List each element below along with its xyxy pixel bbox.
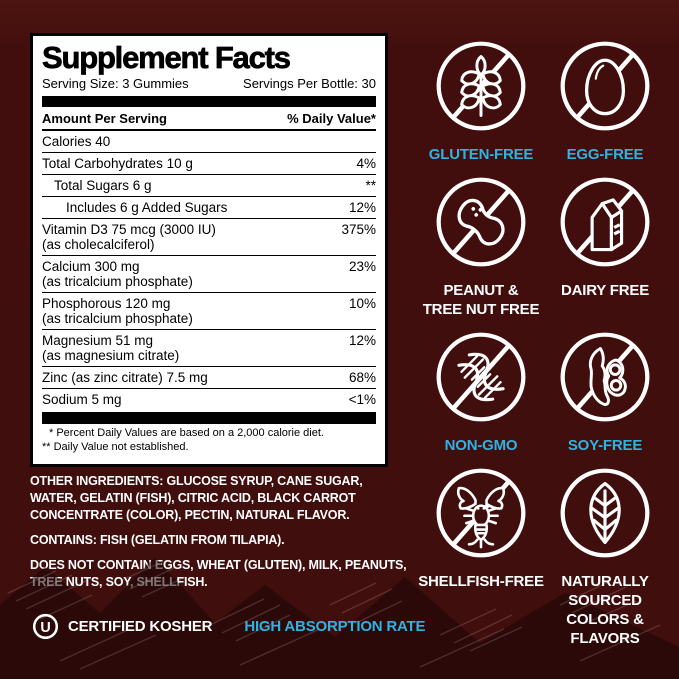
nutrient-row: Calories 40 (42, 131, 376, 152)
nutrient-name: Sodium 5 mg (42, 392, 122, 407)
svg-text:U: U (40, 620, 50, 636)
divider-thick-bar (42, 96, 376, 107)
nutrient-row: Total Carbohydrates 10 g 4% (42, 152, 376, 174)
soybean-icon (559, 331, 651, 428)
footnotes: * Percent Daily Values are based on a 2,… (42, 427, 376, 454)
badge-non-gmo: NON-GMO (435, 331, 527, 455)
nutrient-name: Phosphorous 120 mg (as tricalcium phospha… (42, 296, 341, 326)
nutrient-row: Vitamin D3 75 mcg (3000 IU) (as cholecalc… (42, 218, 376, 255)
ingredients-block: OTHER INGREDIENTS: GLUCOSE SYRUP, CANE S… (30, 473, 408, 599)
nutrient-daily-value: 12% (348, 333, 376, 348)
certified-kosher-label: CERTIFIED KOSHER (68, 618, 213, 635)
nutrient-row: Includes 6 g Added Sugars 12% (42, 196, 376, 218)
certifications-row: U CERTIFIED KOSHER HIGH ABSORPTION RATE (32, 613, 426, 640)
nutrient-daily-value: 4% (356, 156, 376, 171)
nutrient-row: Magnesium 51 mg (as magnesium citrate) 12% (42, 329, 376, 366)
amount-per-serving-header: Amount Per Serving (42, 111, 167, 126)
badge-naturally-sourced: NATURALLY SOURCED COLORS & FLAVORS (559, 467, 651, 648)
nutrient-daily-value: 10% (348, 296, 376, 311)
badge-gluten-free: GLUTEN-FREE (429, 40, 533, 164)
serving-size: Serving Size: 3 Gummies (42, 76, 189, 91)
divider-thick-bar (42, 412, 376, 424)
nutrient-name: Calories 40 (42, 134, 111, 149)
footnote-dv-not-established: ** Daily Value not established. (42, 440, 189, 453)
nutrient-daily-value: <1% (348, 392, 376, 407)
peanut-icon (435, 176, 527, 273)
milk-carton-icon (559, 176, 651, 273)
contains-text: CONTAINS: FISH (GELATIN FROM TILAPIA). (30, 533, 285, 547)
footnote-daily-values: * Percent Daily Values are based on a 2,… (49, 427, 324, 439)
nutrient-form: (as tricalcium phosphate) (42, 274, 193, 289)
nutrient-form: (as magnesium citrate) (42, 348, 180, 363)
badge-label-gluten-free: GLUTEN-FREE (428, 146, 534, 163)
nutrient-form: (as cholecalciferol) (42, 237, 155, 252)
nutrient-daily-value: 23% (348, 259, 376, 274)
nutrient-daily-value: 375% (341, 222, 376, 237)
nutrient-row: Sodium 5 mg <1% (42, 388, 376, 410)
nutrient-name: Total Sugars 6 g (54, 178, 152, 193)
badge-label-peanut-tree-nut-free: PEANUT & TREE NUT FREE (422, 282, 540, 318)
nutrient-row: Total Sugars 6 g ** (42, 174, 376, 196)
egg-icon (559, 40, 651, 137)
supplement-facts-panel: Supplement Facts Serving Size: 3 Gummies… (30, 33, 388, 467)
badge-egg-free: EGG-FREE (559, 40, 651, 164)
leaf-icon (559, 467, 651, 564)
high-absorption-label: HIGH ABSORPTION RATE (244, 618, 426, 635)
nutrient-row: Phosphorous 120 mg (as tricalcium phospha… (42, 292, 376, 329)
badge-label-naturally-sourced: NATURALLY SOURCED COLORS & FLAVORS (561, 573, 649, 647)
nutrient-name: Zinc (as zinc citrate) 7.5 mg (42, 370, 208, 385)
serving-info-row: Serving Size: 3 Gummies Servings Per Bot… (42, 76, 376, 92)
nutrient-name: Vitamin D3 75 mcg (3000 IU) (as cholecalc… (42, 222, 333, 252)
nutrient-form: (as tricalcium phosphate) (42, 311, 193, 326)
panel-title: Supplement Facts (42, 40, 292, 75)
wheat-icon (435, 40, 527, 137)
badge-dairy-free: DAIRY FREE (559, 176, 651, 300)
nutrient-row: Calcium 300 mg (as tricalcium phosphate) 2… (42, 255, 376, 292)
badge-grid: GLUTEN-FREE EGG-FREE PEANUT & TREE NUT FR… (418, 40, 662, 648)
badge-label-egg-free: EGG-FREE (566, 146, 644, 163)
daily-value-header: % Daily Value* (287, 111, 376, 126)
nutrient-row: Zinc (as zinc citrate) 7.5 mg 68% (42, 366, 376, 388)
nutrient-name: Magnesium 51 mg (as magnesium citrate) (42, 333, 341, 363)
other-ingredients-text: OTHER INGREDIENTS: GLUCOSE SYRUP, CANE S… (30, 474, 363, 522)
badge-label-soy-free: SOY-FREE (567, 437, 643, 454)
nutrient-name: Includes 6 g Added Sugars (66, 200, 228, 215)
badge-label-non-gmo: NON-GMO (444, 437, 518, 454)
badge-peanut-tree-nut-free: PEANUT & TREE NUT FREE (422, 176, 540, 319)
lobster-icon (435, 467, 527, 564)
badge-label-shellfish-free: SHELLFISH-FREE (418, 573, 544, 590)
badge-shellfish-free: SHELLFISH-FREE (418, 467, 544, 591)
nutrient-name: Calcium 300 mg (as tricalcium phosphate) (42, 259, 341, 289)
does-not-contain-text: DOES NOT CONTAIN EGGS, WHEAT (GLUTEN), M… (30, 558, 407, 589)
dna-icon (435, 331, 527, 428)
table-header-row: Amount Per Serving % Daily Value* (42, 107, 376, 131)
nutrient-daily-value: 68% (348, 370, 376, 385)
badge-soy-free: SOY-FREE (559, 331, 651, 455)
nutrient-daily-value: ** (365, 178, 376, 193)
nutrient-daily-value: 12% (348, 200, 376, 215)
kosher-u-icon: U (32, 613, 59, 640)
nutrient-name: Total Carbohydrates 10 g (42, 156, 193, 171)
servings-per-bottle: Servings Per Bottle: 30 (243, 76, 376, 91)
nutrient-table: Calories 40 Total Carbohydrates 10 g 4% Tot… (42, 131, 376, 410)
badge-label-dairy-free: DAIRY FREE (560, 282, 649, 299)
